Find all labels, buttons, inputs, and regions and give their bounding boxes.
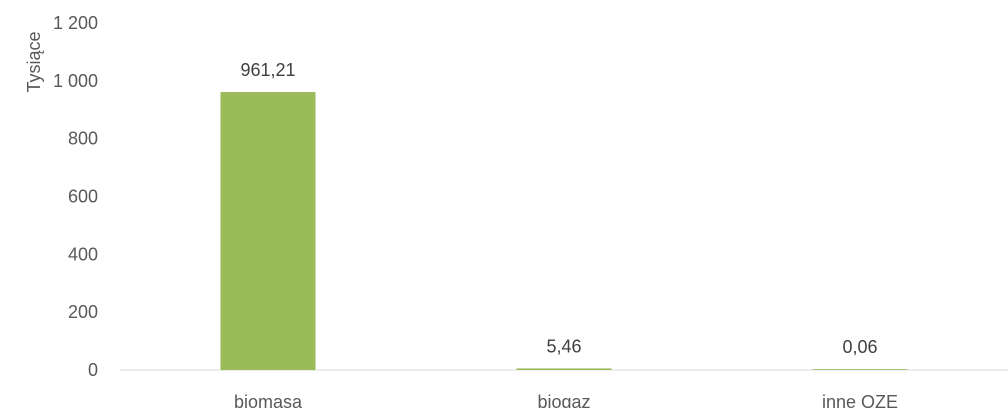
data-label: 5,46	[546, 336, 581, 356]
y-axis-title: Tysiące	[24, 31, 44, 92]
bars	[220, 92, 908, 370]
category-label: inne OZE	[822, 392, 898, 408]
data-label: 0,06	[842, 337, 877, 357]
data-label: 961,21	[240, 60, 295, 80]
category-label: biogaz	[537, 392, 590, 408]
category-label: biomasa	[234, 392, 303, 408]
y-tick-label: 1 200	[53, 13, 98, 33]
y-axis-ticks: 0 200 400 600 800 1 000 1 200	[53, 13, 98, 380]
data-labels: 961,21 5,46 0,06	[240, 60, 877, 357]
bar-biogaz	[516, 368, 612, 370]
y-tick-label: 400	[68, 244, 98, 264]
y-tick-label: 200	[68, 302, 98, 322]
y-tick-label: 600	[68, 187, 98, 207]
y-tick-label: 1 000	[53, 71, 98, 91]
y-tick-label: 0	[88, 360, 98, 380]
category-labels: biomasa biogaz inne OZE	[234, 392, 898, 408]
bar-biomasa	[220, 92, 316, 370]
y-tick-label: 800	[68, 129, 98, 149]
bar-inne-oze	[812, 369, 908, 370]
